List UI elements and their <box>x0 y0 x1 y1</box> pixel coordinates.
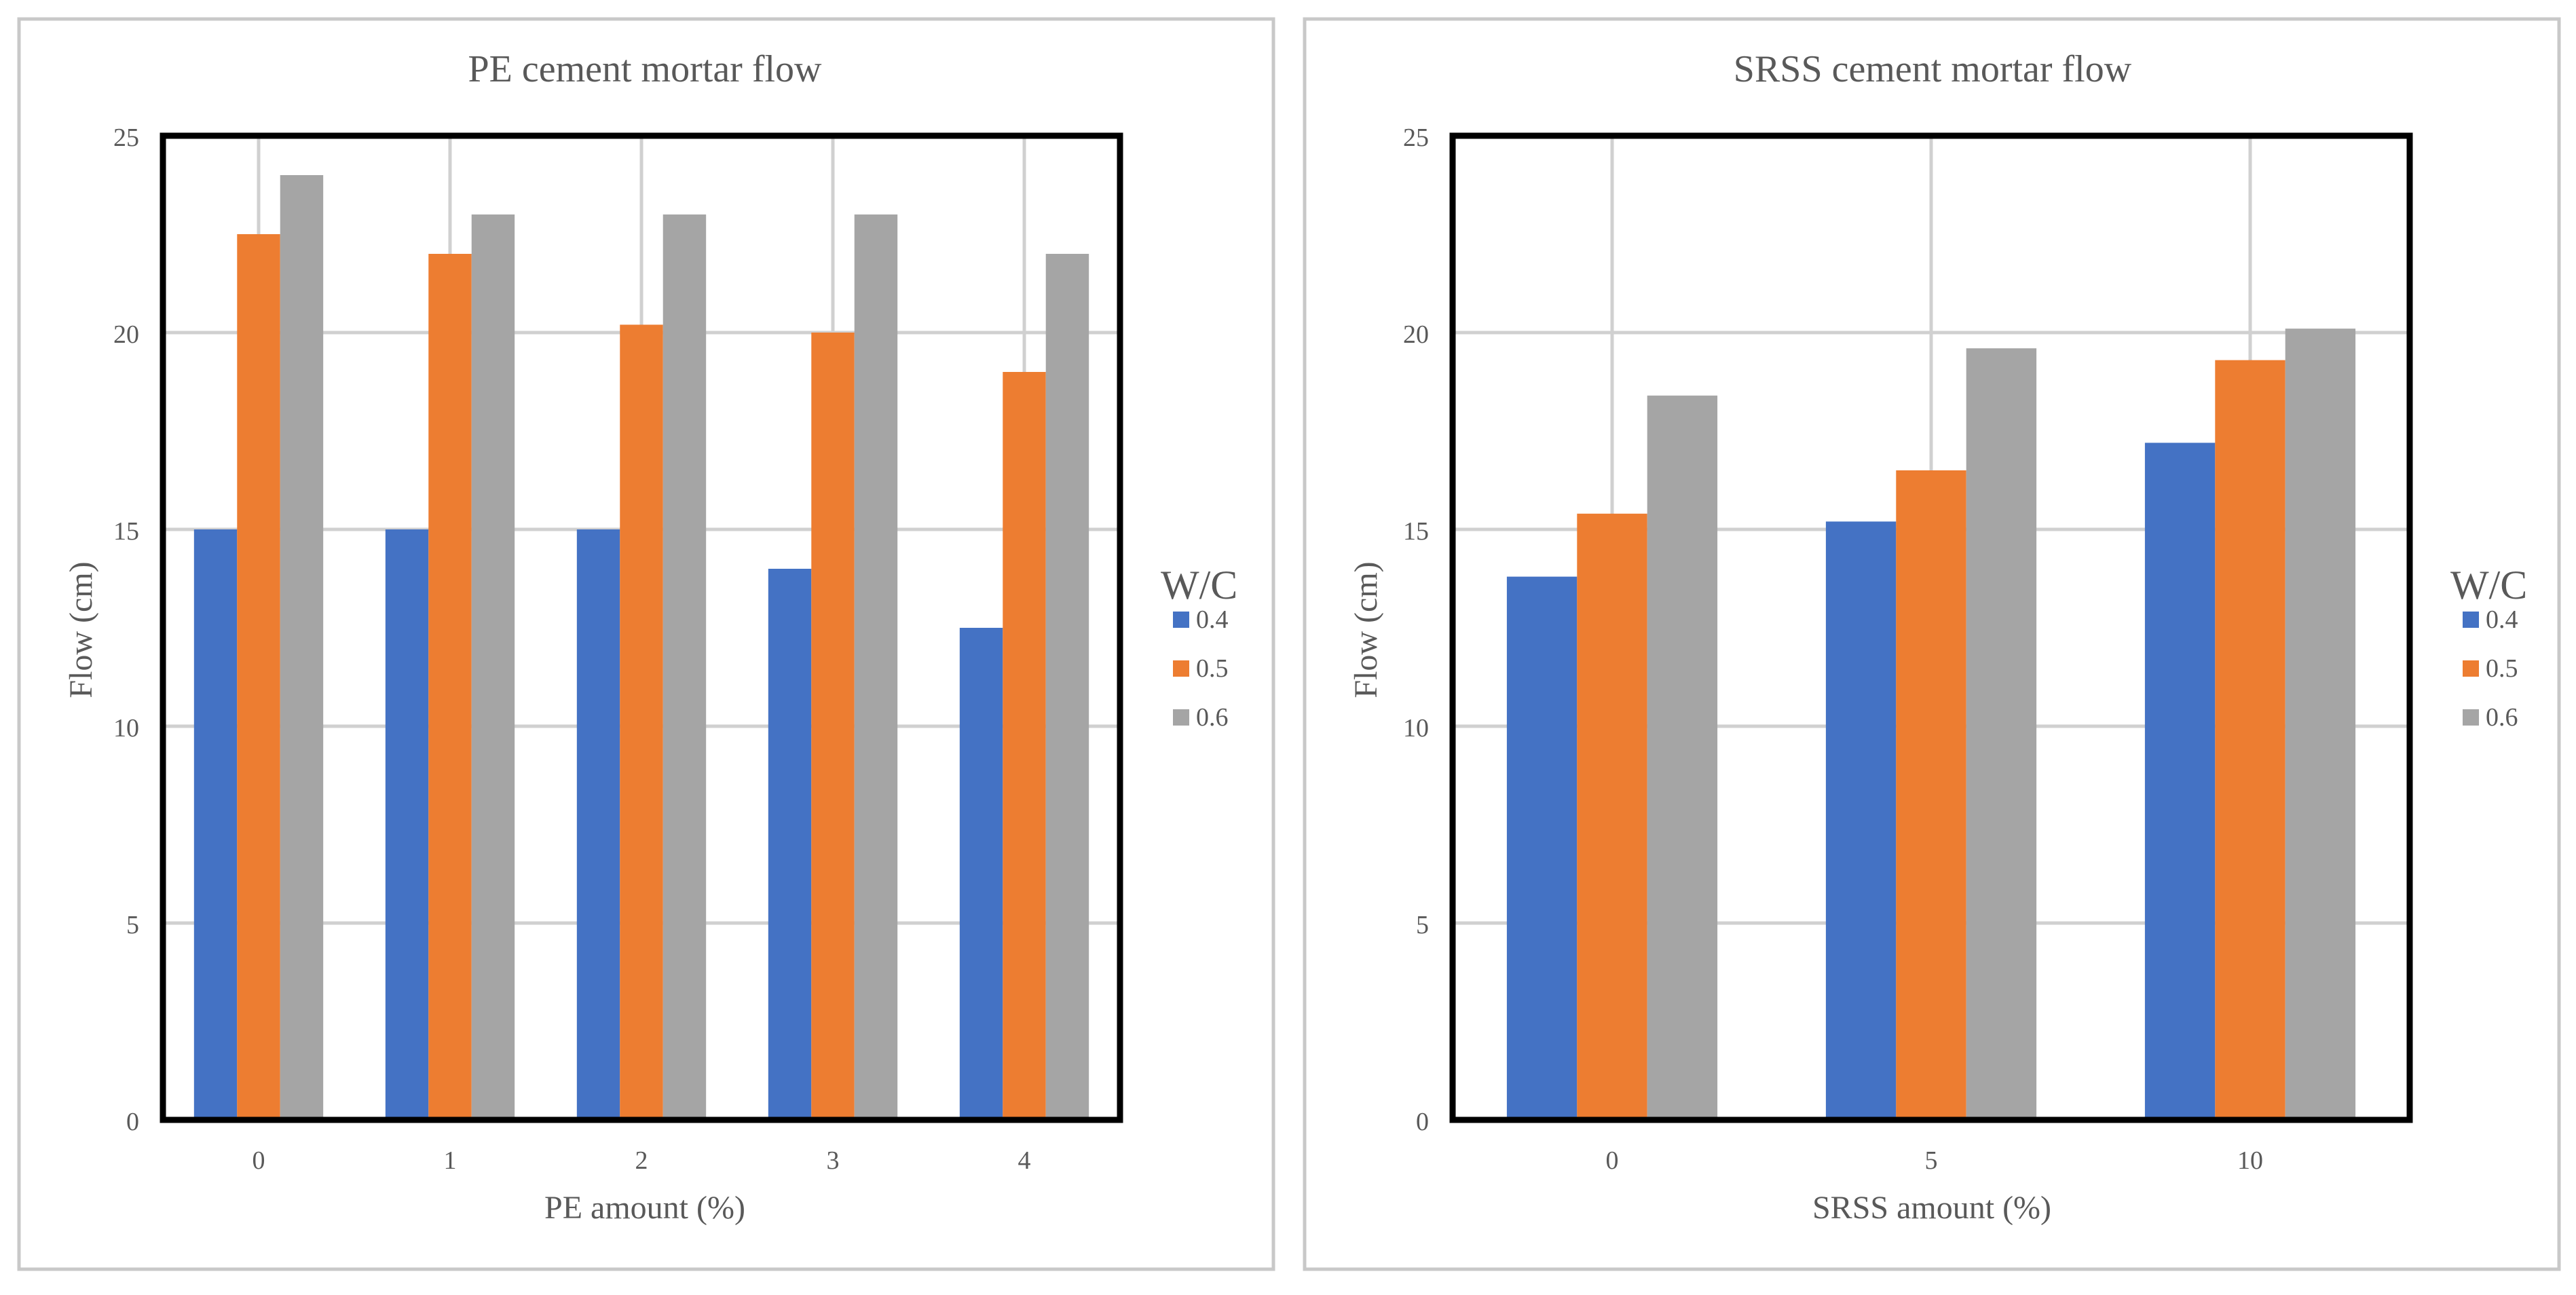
pe-x-tick-label: 0 <box>253 1146 265 1175</box>
pe-legend-swatch-04 <box>1173 612 1189 628</box>
pe-x-tick-label: 4 <box>1018 1146 1031 1175</box>
srss-y-tick-label: 15 <box>1403 517 1429 546</box>
srss-y-tick-label: 0 <box>1416 1108 1429 1136</box>
srss-bar-wc-04-cat-5 <box>1825 521 1897 1120</box>
pe-x-axis-label: PE amount (%) <box>544 1190 745 1226</box>
srss-y-tick-labels: 0 5 10 15 20 25 <box>1403 124 1429 1136</box>
srss-y-axis-label: Flow (cm) <box>1348 561 1384 698</box>
srss-x-tick-label: 5 <box>1925 1146 1938 1175</box>
pe-bar-wc-05-cat-1 <box>428 254 472 1120</box>
pe-chart-panel: PE cement mortar flow 0 5 10 15 20 25 0 1 2 3 4 P… <box>17 17 1275 1271</box>
srss-plot-area <box>1449 132 2413 1123</box>
pe-bar-wc-06-cat-2 <box>662 214 707 1120</box>
pe-bar-wc-04-cat-2 <box>576 529 620 1120</box>
srss-x-tick-label: 10 <box>2237 1146 2263 1175</box>
srss-chart-title: SRSS cement mortar flow <box>1734 48 2132 90</box>
srss-y-tick-label: 20 <box>1403 320 1429 349</box>
pe-bar-wc-06-cat-0 <box>280 175 324 1120</box>
pe-bar-wc-04-cat-4 <box>959 628 1003 1120</box>
srss-bar-wc-05-cat-5 <box>1896 470 1966 1120</box>
srss-legend-swatch-04 <box>2463 612 2479 628</box>
pe-bars <box>193 175 1089 1120</box>
pe-legend-label: 0.6 <box>1196 703 1229 732</box>
pe-bar-wc-05-cat-3 <box>811 333 855 1120</box>
pe-y-tick-label: 5 <box>126 911 139 939</box>
srss-legend-label: 0.6 <box>2486 703 2518 732</box>
pe-y-tick-label: 15 <box>113 517 139 546</box>
pe-legend: W/C 0.4 0.5 0.6 <box>1161 563 1237 732</box>
srss-bar-wc-06-cat-10 <box>2285 329 2356 1121</box>
srss-legend: W/C 0.4 0.5 0.6 <box>2450 563 2527 732</box>
pe-legend-title: W/C <box>1161 563 1237 607</box>
pe-legend-swatch-06 <box>1173 709 1189 726</box>
pe-legend-swatch-05 <box>1173 660 1189 677</box>
srss-bar-wc-05-cat-0 <box>1577 513 1647 1120</box>
pe-bar-wc-04-cat-1 <box>385 529 429 1120</box>
pe-bar-wc-06-cat-1 <box>471 214 515 1120</box>
pe-x-tick-label: 1 <box>444 1146 457 1175</box>
pe-bar-wc-05-cat-2 <box>620 324 663 1120</box>
srss-x-axis-label: SRSS amount (%) <box>1812 1190 2051 1226</box>
srss-legend-label: 0.4 <box>2486 605 2518 634</box>
pe-y-tick-label: 25 <box>113 124 139 152</box>
pe-y-tick-labels: 0 5 10 15 20 25 <box>113 124 139 1136</box>
pe-y-axis-label: Flow (cm) <box>63 561 99 698</box>
pe-x-tick-label: 3 <box>827 1146 840 1175</box>
srss-legend-swatch-06 <box>2463 709 2479 726</box>
pe-bar-wc-04-cat-0 <box>193 529 238 1120</box>
srss-bars <box>1506 329 2356 1121</box>
srss-x-tick-label: 0 <box>1606 1146 1619 1175</box>
srss-legend-label: 0.5 <box>2486 654 2518 683</box>
pe-legend-label: 0.5 <box>1196 654 1229 683</box>
srss-x-tick-labels: 0 5 10 <box>1606 1146 2264 1175</box>
srss-y-tick-label: 25 <box>1403 124 1429 152</box>
pe-bar-wc-05-cat-0 <box>237 234 280 1120</box>
pe-x-tick-label: 2 <box>635 1146 648 1175</box>
pe-chart-title: PE cement mortar flow <box>468 48 823 90</box>
srss-bar-wc-05-cat-10 <box>2215 360 2285 1120</box>
srss-legend-title: W/C <box>2450 563 2527 607</box>
pe-bar-wc-05-cat-4 <box>1003 372 1046 1120</box>
pe-y-tick-label: 10 <box>113 714 139 743</box>
pe-bar-wc-04-cat-3 <box>768 569 812 1120</box>
srss-y-tick-label: 5 <box>1416 911 1429 939</box>
srss-y-tick-label: 10 <box>1403 714 1429 743</box>
pe-y-tick-label: 0 <box>126 1108 139 1136</box>
srss-legend-swatch-05 <box>2463 660 2479 677</box>
pe-legend-label: 0.4 <box>1196 605 1229 634</box>
srss-bar-wc-06-cat-5 <box>1966 348 2037 1121</box>
pe-bar-wc-06-cat-4 <box>1045 254 1089 1120</box>
pe-x-tick-labels: 0 1 2 3 4 <box>253 1146 1031 1175</box>
srss-bar-wc-04-cat-0 <box>1506 576 1578 1120</box>
pe-y-tick-label: 20 <box>113 320 139 349</box>
srss-bar-wc-06-cat-0 <box>1647 395 1718 1120</box>
pe-bar-wc-06-cat-3 <box>854 214 898 1120</box>
srss-bar-wc-04-cat-10 <box>2144 443 2216 1120</box>
pe-plot-area <box>160 132 1123 1123</box>
